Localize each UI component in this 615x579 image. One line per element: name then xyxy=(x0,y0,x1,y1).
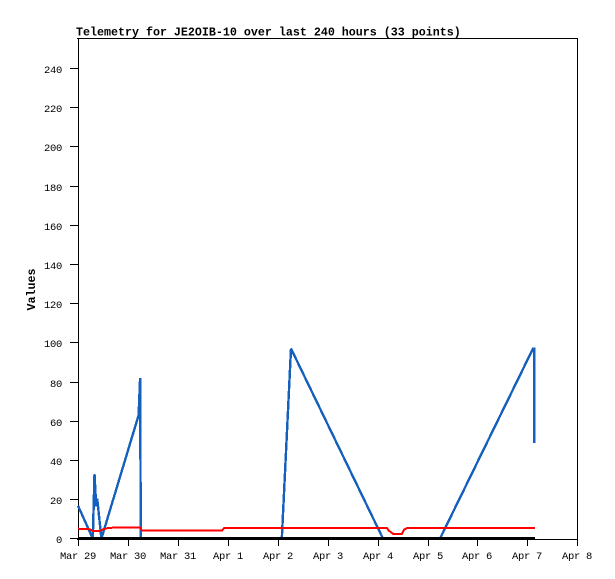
svg-text:Telemetry for JE2OIB-10 over l: Telemetry for JE2OIB-10 over last 240 ho… xyxy=(76,26,461,40)
svg-text:Apr 4: Apr 4 xyxy=(363,551,393,563)
svg-text:100: 100 xyxy=(44,339,62,351)
svg-text:200: 200 xyxy=(44,143,62,155)
svg-text:Apr 2: Apr 2 xyxy=(263,551,293,563)
svg-text:140: 140 xyxy=(44,261,62,273)
svg-text:Apr 6: Apr 6 xyxy=(462,551,492,563)
svg-text:Apr 1: Apr 1 xyxy=(213,551,243,563)
svg-text:Mar 31: Mar 31 xyxy=(160,551,196,563)
svg-text:160: 160 xyxy=(44,222,62,234)
svg-text:Values: Values xyxy=(25,269,39,311)
svg-text:180: 180 xyxy=(44,183,62,195)
svg-text:Apr 8: Apr 8 xyxy=(562,551,592,563)
svg-text:40: 40 xyxy=(50,457,62,469)
svg-text:Apr 5: Apr 5 xyxy=(413,551,443,563)
svg-text:80: 80 xyxy=(50,379,62,391)
svg-text:120: 120 xyxy=(44,300,62,312)
svg-text:Mar 30: Mar 30 xyxy=(110,551,146,563)
svg-text:240: 240 xyxy=(44,65,62,77)
svg-text:60: 60 xyxy=(50,418,62,430)
svg-text:Apr 3: Apr 3 xyxy=(313,551,343,563)
svg-text:Mar 29: Mar 29 xyxy=(60,551,96,563)
svg-text:Apr 7: Apr 7 xyxy=(512,551,542,563)
svg-text:20: 20 xyxy=(50,496,62,508)
svg-text:220: 220 xyxy=(44,104,62,116)
svg-text:0: 0 xyxy=(56,535,62,547)
